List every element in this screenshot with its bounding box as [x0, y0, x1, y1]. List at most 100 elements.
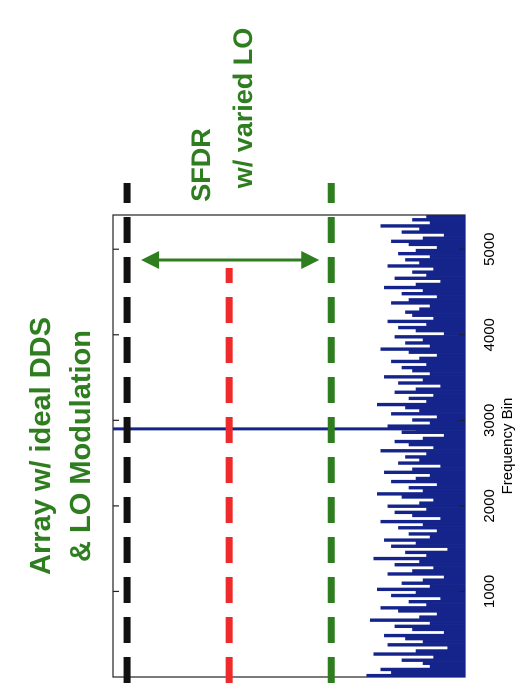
spectrum-bar [429, 255, 465, 259]
spectrum-bar [422, 578, 465, 582]
spectrum-bar [436, 612, 465, 616]
spectrum-bar [443, 575, 465, 579]
spectrum-bar [408, 600, 465, 604]
spectrum-bar [391, 670, 465, 675]
spectrum-bar [377, 402, 465, 407]
spectrum-bar [429, 221, 465, 225]
spectrum-bar [415, 476, 465, 481]
spectrum-bar [387, 643, 465, 647]
spectrum-bar [433, 267, 465, 271]
spectrum-bar [415, 387, 465, 391]
spectrum-bar [433, 316, 465, 321]
spectrum-bar [429, 473, 465, 478]
spectrum-bar [380, 224, 465, 228]
spectrum-bar [433, 566, 465, 570]
spectrum-bar [415, 248, 465, 253]
spectrum-bar [391, 479, 465, 484]
x-tick-label: 4000 [481, 318, 498, 351]
spectrum-bar [366, 673, 465, 678]
spectrum-bar [387, 424, 465, 428]
title-line-2: & LO Modulation [65, 330, 97, 562]
spectrum-bar [429, 664, 465, 669]
title-line-1: Array w/ ideal DDS [25, 317, 57, 575]
spectrum-bar [433, 498, 465, 502]
spectrum-bar [429, 421, 465, 425]
spectrum-bar [377, 492, 465, 496]
spectrum-bar [377, 587, 465, 592]
spectrum-bar [429, 584, 465, 588]
spectrum-bar [412, 418, 465, 422]
spectrum-bar [401, 365, 465, 370]
spectrum-bars [366, 215, 465, 678]
spectrum-bar [436, 415, 465, 419]
spectrum-bar [426, 553, 465, 558]
spectrum-bar [447, 547, 465, 552]
spectrum-bar [391, 359, 465, 364]
spectrum-bar [415, 541, 465, 545]
spectrum-bar [426, 399, 465, 404]
spectrum-bar [436, 353, 465, 357]
spectrum-bar [405, 258, 465, 262]
spectrum-bar [422, 338, 465, 342]
spectrum-bar [429, 304, 465, 308]
spectrum-bar [408, 442, 465, 447]
spectrum-bar [426, 273, 465, 277]
reference-lines [123, 183, 335, 683]
spectrum-bar [387, 264, 465, 268]
spectrum-bar [373, 652, 465, 656]
spectrum-bar [429, 621, 465, 625]
spectrum-bar [412, 513, 465, 518]
spectrum-bar [398, 461, 465, 465]
spectrum-bar [412, 569, 465, 573]
spectrum-bar [436, 295, 465, 299]
spectrum-bar [436, 482, 465, 487]
spectrum-bar [408, 486, 465, 490]
x-tick-label: 2000 [481, 489, 498, 522]
spectrum-bar [380, 667, 465, 672]
spectrum-bar [440, 279, 465, 284]
spectrum-bar [440, 516, 465, 521]
spectrum-bar [384, 633, 465, 638]
spectrum-bar [408, 242, 465, 247]
spectrum-bar [401, 581, 465, 585]
spectrum-bar [412, 218, 465, 222]
spectrum-bar [412, 467, 465, 471]
spectrum-bar [401, 658, 465, 662]
spectrum-bar [412, 627, 465, 632]
sfdr-label-line-1: SFDR [186, 128, 216, 202]
spectrum-bar [422, 378, 465, 382]
spectrum-bar [443, 233, 465, 237]
spectrum-bar [405, 310, 465, 314]
spectrum-bar [394, 335, 465, 339]
spectrum-bar [401, 292, 465, 296]
spectrum-bar [391, 412, 465, 416]
spectrum-bar [391, 301, 465, 305]
spectrum-bar [391, 593, 465, 598]
sfdr-arrow-head-left [141, 251, 160, 269]
sfdr-label-line-2: w/ varied LO [228, 28, 258, 190]
spectrum-bar [408, 396, 465, 401]
spectrum-bar [408, 298, 465, 302]
spectrum-bar [429, 535, 465, 539]
spectrum-bar [426, 603, 465, 607]
spectrum-bar [415, 590, 465, 595]
spectrum-bar [398, 526, 465, 530]
spectrum-bar [419, 615, 465, 619]
spectrum-bar [380, 449, 465, 453]
spectrum-bar [401, 495, 465, 499]
spectrum-bar [419, 227, 465, 231]
spectrum-bar [405, 455, 465, 459]
sfdr-arrow-head-right [301, 251, 320, 269]
spectrum-bar [398, 609, 465, 613]
spectrum-bar [387, 572, 465, 576]
spectrum-bar [422, 489, 465, 493]
spectrum-bar [426, 452, 465, 456]
spectrum-bar [387, 504, 465, 508]
spectrum-bar [419, 356, 465, 361]
spectrum-bar [405, 550, 465, 555]
spectrum-bar [380, 347, 465, 351]
spectrum-bar [422, 288, 465, 293]
spectrum-bar [394, 510, 465, 515]
spectrum-bar [419, 409, 465, 413]
